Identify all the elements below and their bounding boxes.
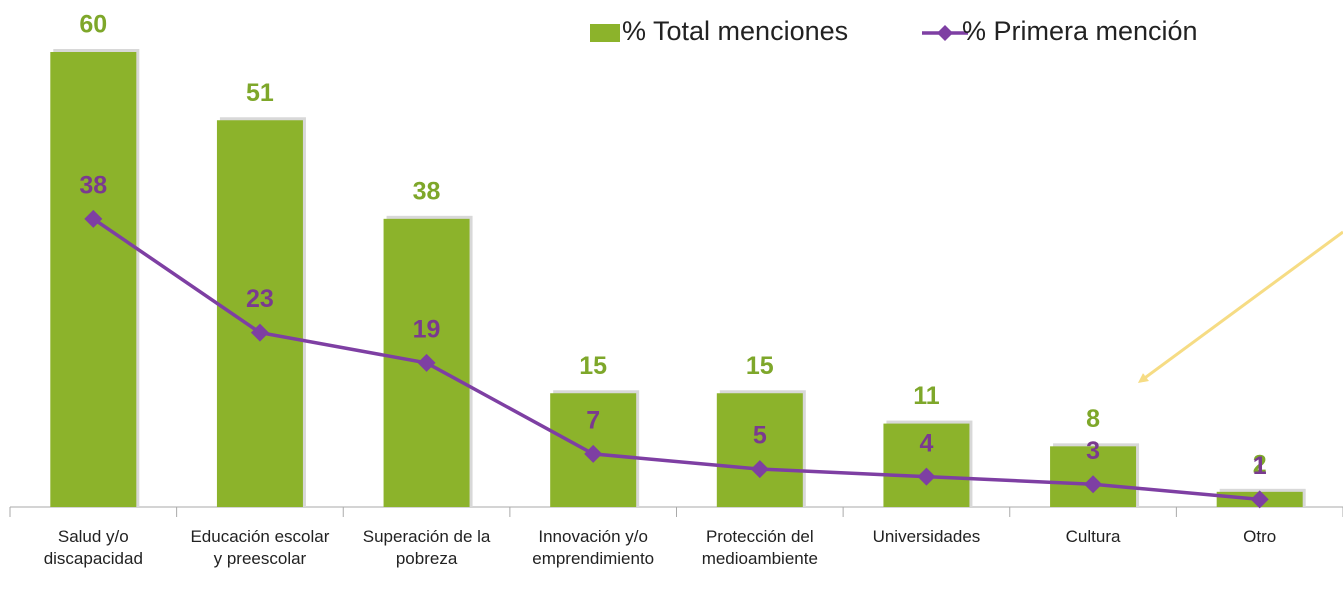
x-tick-label: Protección del medioambiente: [701, 527, 818, 568]
line-marker: [84, 209, 103, 228]
line-marker: [584, 444, 603, 463]
bar-value-label: 2: [1253, 450, 1267, 478]
x-tick-label: Universidades: [872, 527, 981, 546]
line-value-label: 7: [586, 407, 600, 435]
legend-swatch: [937, 25, 953, 41]
bar: [50, 52, 137, 507]
x-tick-label: Cultura: [1065, 527, 1121, 546]
annotation-arrow: [1137, 230, 1343, 383]
line-marker: [417, 353, 436, 372]
line-marker: [250, 323, 269, 342]
bar: [716, 393, 803, 507]
line-value-label: 1: [1253, 452, 1267, 480]
line-value-label: 5: [753, 422, 767, 450]
line-marker: [1250, 490, 1269, 509]
legend-label: % Primera mención: [962, 16, 1198, 46]
x-tick-label: Superación de la pobreza: [362, 527, 491, 568]
x-tick-label: Innovación y/o emprendimiento: [532, 527, 655, 568]
x-tick-label: Otro: [1243, 527, 1277, 546]
legend-swatch: [590, 24, 620, 42]
x-tick-label: Salud y/o discapacidad: [43, 527, 143, 568]
bar-value-label: 51: [246, 79, 274, 107]
bar-value-label: 60: [79, 11, 107, 39]
bar: [883, 423, 970, 507]
line-value-label: 4: [919, 429, 933, 457]
x-tick-label: Educación escolar y preescolar: [190, 527, 330, 568]
line-value-label: 23: [246, 285, 274, 313]
bar-value-label: 11: [913, 382, 940, 410]
line-value-label: 19: [413, 316, 441, 344]
line-value-label: 3: [1086, 437, 1100, 465]
legend-label: % Total menciones: [622, 16, 848, 46]
line-marker: [917, 467, 936, 486]
line-marker: [750, 460, 769, 479]
line: [92, 217, 1260, 502]
line-value-label: 38: [79, 171, 107, 199]
bar-value-label: 8: [1086, 405, 1100, 433]
line-marker: [1084, 475, 1103, 494]
bar-value-label: 38: [413, 177, 441, 205]
bar-value-label: 15: [746, 352, 774, 380]
bar-value-label: 15: [579, 352, 607, 380]
